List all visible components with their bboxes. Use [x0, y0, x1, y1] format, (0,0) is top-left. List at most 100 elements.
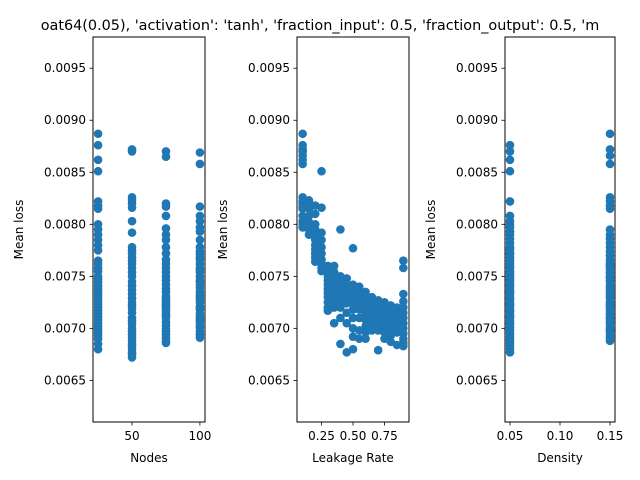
- data-point: [342, 280, 352, 289]
- data-point: [505, 281, 515, 290]
- x-axis-label: Leakage Rate: [312, 451, 394, 465]
- data-point: [317, 242, 326, 252]
- data-point: [127, 216, 137, 226]
- data-point: [329, 261, 339, 271]
- axes-frame: [92, 36, 206, 423]
- data-point: [195, 333, 205, 343]
- subplot-2: 0.0065 0.0070 0.0075 0.0080 0.0085 0.0090 0.00…: [216, 36, 410, 465]
- y-tick-label: 0.0065: [44, 373, 86, 387]
- data-point: [399, 256, 408, 266]
- y-tick-label: 0.0070: [44, 321, 86, 335]
- y-tick-label: 0.0080: [456, 217, 498, 231]
- data-point: [127, 203, 137, 212]
- data-point: [399, 263, 408, 273]
- data-point: [605, 204, 615, 213]
- y-tick-label: 0.0090: [44, 113, 86, 127]
- data-point: [605, 303, 615, 312]
- data-point: [367, 313, 377, 323]
- scatter-series: [505, 129, 615, 357]
- data-point: [161, 292, 171, 302]
- data-point: [317, 203, 326, 212]
- x-tick-label: 0.10: [547, 429, 574, 443]
- data-point: [93, 155, 103, 165]
- x-axis-label: Density: [537, 451, 583, 465]
- y-tick-label: 0.0090: [248, 113, 290, 127]
- data-point: [161, 249, 171, 258]
- data-point: [161, 235, 171, 245]
- data-point: [505, 312, 515, 322]
- scatter-series: [298, 129, 408, 357]
- data-point: [329, 303, 339, 312]
- data-point: [342, 318, 352, 328]
- scatter-series: [93, 129, 205, 362]
- y-tick-label: 0.0085: [44, 165, 86, 179]
- data-point: [195, 323, 205, 332]
- data-point: [505, 147, 515, 156]
- data-point: [348, 243, 358, 253]
- data-point: [605, 272, 615, 281]
- data-point: [399, 289, 408, 299]
- data-point: [93, 246, 103, 255]
- data-point: [505, 166, 515, 176]
- data-point: [317, 249, 326, 258]
- data-point: [298, 204, 307, 213]
- data-point: [195, 159, 205, 169]
- x-tick-label: 0.75: [371, 429, 398, 443]
- data-point: [195, 277, 205, 286]
- data-point: [195, 148, 205, 157]
- data-point: [161, 211, 171, 221]
- y-tick-label: 0.0075: [456, 269, 498, 283]
- subplots: 0.0065 0.0070 0.0075 0.0080 0.0085 0.0090 0.00…: [12, 36, 623, 465]
- data-point: [342, 286, 352, 296]
- data-point: [342, 274, 352, 283]
- y-tick-label: 0.0065: [248, 373, 290, 387]
- data-point: [317, 235, 326, 245]
- data-point: [336, 313, 345, 323]
- data-point: [317, 166, 326, 176]
- data-point: [605, 327, 615, 336]
- data-point: [605, 285, 615, 295]
- data-point: [195, 227, 205, 236]
- data-point: [505, 262, 515, 272]
- data-point: [127, 228, 137, 237]
- data-point: [505, 275, 515, 284]
- data-point: [505, 197, 515, 206]
- data-point: [505, 306, 515, 315]
- data-point: [367, 319, 377, 329]
- y-axis-label: Mean loss: [216, 200, 230, 260]
- data-point: [605, 145, 615, 154]
- data-point: [367, 326, 377, 335]
- data-point: [93, 129, 103, 139]
- y-tick-label: 0.0075: [248, 269, 290, 283]
- data-point: [161, 152, 171, 161]
- data-point: [93, 204, 103, 213]
- data-point: [605, 129, 615, 139]
- data-point: [367, 307, 377, 317]
- data-point: [329, 267, 339, 277]
- data-point: [505, 243, 515, 253]
- y-axis-label: Mean loss: [424, 200, 438, 260]
- data-point: [161, 242, 171, 252]
- data-point: [505, 140, 515, 150]
- y-axis-label: Mean loss: [12, 200, 26, 260]
- data-point: [348, 292, 358, 302]
- data-point: [195, 303, 205, 312]
- data-point: [336, 225, 345, 234]
- data-point: [195, 202, 205, 211]
- data-point: [399, 341, 408, 351]
- data-point: [373, 345, 383, 355]
- y-tick-label: 0.0065: [456, 373, 498, 387]
- data-point: [605, 313, 615, 323]
- data-point: [348, 299, 358, 308]
- y-tick-label: 0.0080: [248, 217, 290, 231]
- x-tick-label: 0.50: [340, 429, 367, 443]
- y-tick-label: 0.0070: [456, 321, 498, 335]
- data-point: [127, 353, 137, 362]
- data-point: [348, 305, 358, 314]
- data-point: [161, 224, 171, 233]
- data-point: [304, 230, 314, 239]
- data-point: [127, 147, 137, 156]
- x-tick-label: 0.05: [497, 429, 524, 443]
- data-point: [505, 300, 515, 309]
